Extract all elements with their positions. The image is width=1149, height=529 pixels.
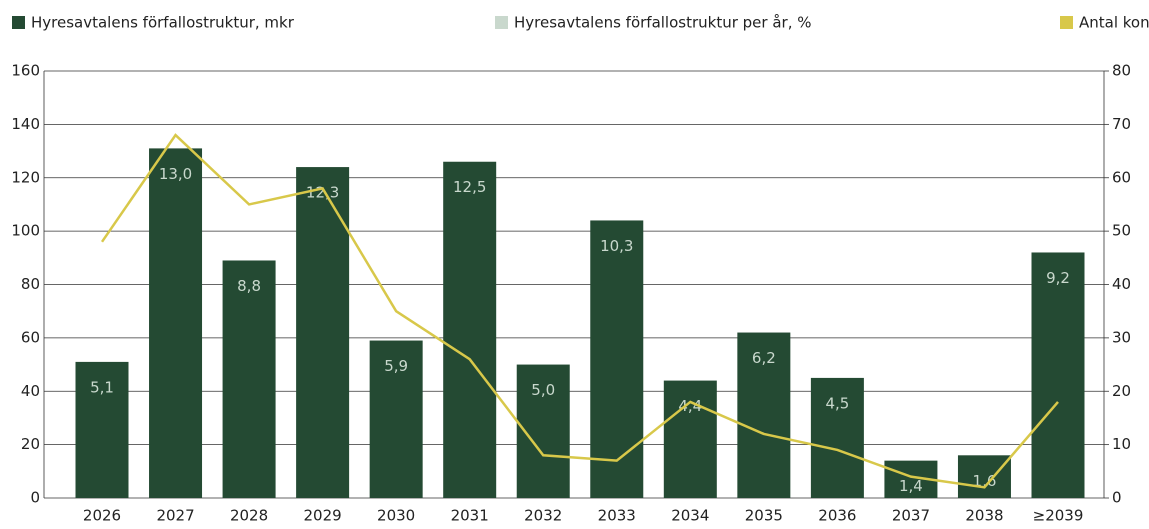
x-tick-label: 2033 (598, 507, 636, 525)
data-label: 4,4 (678, 397, 702, 415)
y2-tick-label: 30 (1112, 328, 1131, 346)
x-tick-label: 2027 (156, 507, 194, 525)
x-tick-label: 2036 (818, 507, 856, 525)
x-tick-label: 2029 (304, 507, 342, 525)
y2-tick-label: 0 (1112, 489, 1122, 507)
y-tick-label: 160 (11, 62, 40, 80)
data-label: 5,9 (384, 357, 408, 375)
data-label: 6,2 (752, 349, 776, 367)
line (100, 133, 1059, 489)
legend-swatch (12, 16, 25, 29)
legend-swatch (1060, 16, 1073, 29)
y-tick-label: 60 (21, 328, 40, 346)
y-tick-label: 140 (11, 115, 40, 133)
data-label: 8,8 (237, 277, 261, 295)
x-tick-label: 2034 (671, 507, 709, 525)
data-label: 12,5 (453, 178, 486, 196)
y-tick-label: 80 (21, 275, 40, 293)
y2-tick-label: 80 (1112, 62, 1131, 80)
y-tick-label: 0 (30, 489, 40, 507)
y-tick-label: 100 (11, 222, 40, 240)
bar (75, 361, 129, 498)
legend-label: Hyresavtalens förfallostruktur per år, % (514, 14, 812, 32)
x-tick-label: 2030 (377, 507, 415, 525)
x-tick-label: 2032 (524, 507, 562, 525)
bar (590, 220, 644, 498)
legend-label: Hyresavtalens förfallostruktur, mkr (31, 14, 295, 32)
legend-label: Antal kontrakt, st (1079, 14, 1149, 32)
y-tick-label: 40 (21, 382, 40, 400)
data-label: 13,0 (159, 165, 192, 183)
y2-tick-label: 10 (1112, 435, 1131, 453)
x-tick-label: 2037 (892, 507, 930, 525)
bar (222, 260, 276, 498)
y2-tick-label: 60 (1112, 168, 1131, 186)
bar (149, 148, 203, 499)
data-label: 9,2 (1046, 269, 1070, 287)
y2-tick-label: 20 (1112, 382, 1131, 400)
y2-tick-label: 50 (1112, 222, 1131, 240)
legend-swatch (495, 16, 508, 29)
x-tick-label: 2026 (83, 507, 121, 525)
bar (1031, 252, 1085, 498)
data-label: 10,3 (600, 237, 633, 255)
data-label: 4,5 (825, 394, 849, 412)
x-tick-label: 2035 (745, 507, 783, 525)
bar (296, 167, 350, 498)
x-tick-label: 2038 (965, 507, 1003, 525)
bar (663, 380, 717, 498)
bar (443, 161, 497, 499)
data-label: 12,3 (306, 184, 339, 202)
x-tick-label: ≥2039 (1033, 507, 1084, 525)
bar (957, 455, 1011, 498)
y2-tick-label: 40 (1112, 275, 1131, 293)
x-tick-label: 2028 (230, 507, 268, 525)
bar (737, 332, 791, 498)
data-label: 5,1 (90, 378, 114, 396)
data-label: 5,0 (531, 381, 555, 399)
y2-tick-label: 70 (1112, 115, 1131, 133)
y-tick-label: 20 (21, 435, 40, 453)
bar (810, 377, 864, 498)
x-tick-label: 2031 (451, 507, 489, 525)
y-tick-label: 120 (11, 168, 40, 186)
bar (369, 340, 423, 498)
data-label: 1,4 (899, 477, 923, 495)
